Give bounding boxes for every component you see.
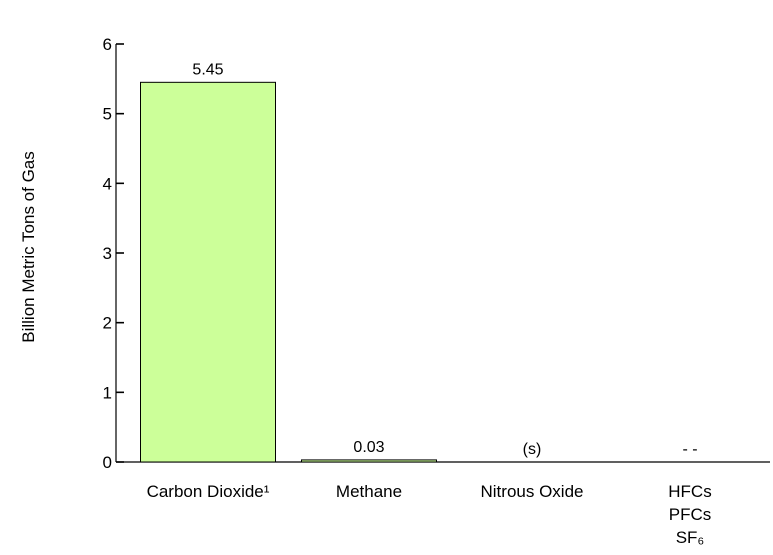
y-tick-label: 0 <box>103 453 112 472</box>
y-tick-label: 2 <box>103 314 112 333</box>
y-axis-label: Billion Metric Tons of Gas <box>19 151 38 342</box>
category-label: Methane <box>336 482 402 501</box>
y-tick-label: 4 <box>103 174 112 193</box>
bar-data-label: (s) <box>523 441 542 458</box>
category-label: HFCs PFCs SF₆ <box>668 482 711 547</box>
bars <box>140 81 437 463</box>
y-tick-label: 5 <box>103 105 112 124</box>
data-labels: 5.45 0.03 (s) - - <box>192 61 697 458</box>
bar <box>301 459 437 463</box>
y-tick-label: 6 <box>103 35 112 54</box>
y-tick-label: 1 <box>103 383 112 402</box>
bar-data-label: - - <box>682 441 697 458</box>
bar-data-label: 5.45 <box>192 61 223 78</box>
category-label: Carbon Dioxide¹ <box>147 482 270 501</box>
category-labels: Carbon Dioxide¹ Methane Nitrous Oxide HFCs P… <box>147 482 712 547</box>
category-label: Nitrous Oxide <box>481 482 584 501</box>
y-tick-label: 3 <box>103 244 112 263</box>
bar-data-label: 0.03 <box>353 439 384 456</box>
bar <box>140 81 276 463</box>
